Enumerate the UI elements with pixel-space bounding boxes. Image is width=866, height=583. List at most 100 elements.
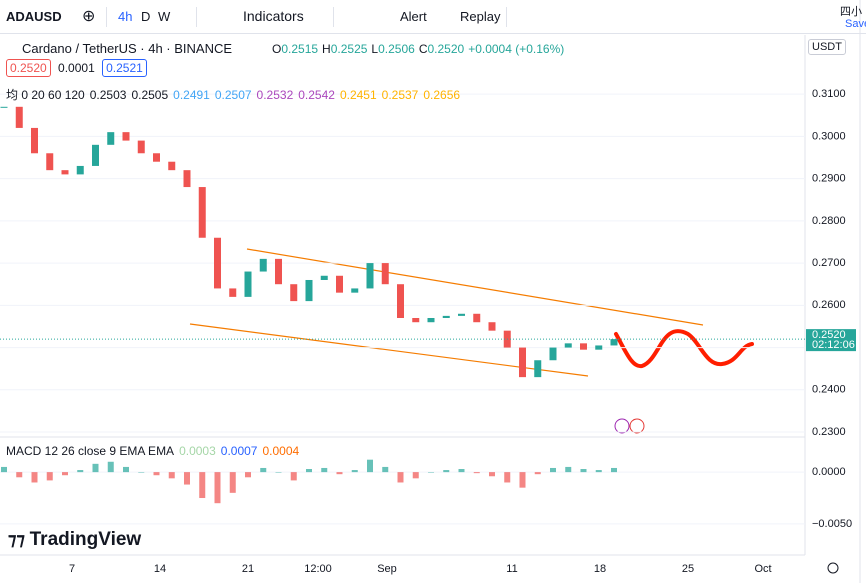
candle <box>534 360 542 378</box>
x-tick-label: 18 <box>594 563 606 575</box>
y-tick-label: 0.2300 <box>812 426 846 438</box>
ma-value: 0.2491 <box>173 88 210 102</box>
candle <box>244 271 252 297</box>
settings-icon[interactable] <box>827 562 839 574</box>
candle <box>366 263 374 289</box>
candle <box>168 161 176 171</box>
interval[interactable]: 4h <box>118 9 133 24</box>
alert[interactable]: Alert <box>400 9 427 24</box>
histogram-bar <box>214 472 221 504</box>
candle <box>412 317 420 323</box>
ma-value: 0.2532 <box>256 88 294 102</box>
y-tick-label: −0.0050 <box>812 518 852 530</box>
change: +0.0004 (+0.16%) <box>468 42 565 56</box>
candle <box>214 237 221 289</box>
histogram-bar <box>550 467 556 473</box>
histogram-bar <box>245 472 251 478</box>
candle <box>397 284 404 318</box>
histogram-bar <box>46 472 53 481</box>
candle <box>61 170 69 175</box>
last-price-label: 0.2520 <box>812 329 846 341</box>
candle <box>0 106 8 108</box>
candle <box>595 345 603 350</box>
trend-line <box>246 248 704 326</box>
ohlc-key: C <box>418 42 428 56</box>
histogram-bar <box>367 459 373 473</box>
candle <box>137 140 145 154</box>
ohlc-key: L <box>371 42 379 56</box>
candle <box>259 258 267 272</box>
freehand-drawing <box>614 329 754 369</box>
ohlc-key: H <box>322 42 331 56</box>
y-tick-label: 0.3100 <box>812 88 846 100</box>
ma-value: 0.2505 <box>131 88 169 102</box>
candle <box>351 288 359 293</box>
histogram-bar <box>428 472 434 473</box>
histogram-bar <box>199 472 206 499</box>
ask: 0.2521 <box>102 59 147 77</box>
histogram-bar <box>611 467 617 473</box>
ma-value: 0.2537 <box>381 88 419 102</box>
histogram-bar <box>351 470 358 473</box>
currency-label[interactable]: USDT <box>808 39 846 55</box>
currency[interactable]: USDT <box>808 39 846 55</box>
candle <box>76 165 84 175</box>
ohlc-value: 0.2506 <box>378 42 415 56</box>
y-tick-label: 0.2900 <box>812 173 846 185</box>
replay[interactable]: Replay <box>460 9 501 24</box>
histogram-bar <box>382 466 389 473</box>
event-icon[interactable] <box>629 418 645 434</box>
x-tick-label: Sep <box>377 563 397 575</box>
candle <box>290 284 298 302</box>
candle <box>427 317 435 323</box>
symbol[interactable]: ADAUSD <box>6 9 62 24</box>
macd-value: 0.0003 <box>179 444 216 458</box>
ohlc: O0.2515 H0.2525 L0.2506 C0.2520 +0.0004 (+0.… <box>272 42 564 56</box>
y-tick-label: 0.0000 <box>812 466 846 478</box>
ma-value: 0.2451 <box>339 88 377 102</box>
x-tick-label: 21 <box>242 563 254 575</box>
interval[interactable]: D <box>141 9 151 24</box>
ma-value: 0.2542 <box>298 88 335 102</box>
logo: ⁊⁊ TradingView <box>8 529 142 550</box>
histogram-bar <box>519 472 526 488</box>
histogram-bar <box>458 469 465 473</box>
x-tick-label: 7 <box>69 563 75 575</box>
event-icon[interactable] <box>614 418 630 434</box>
trend-line <box>189 323 589 377</box>
separator <box>196 7 197 27</box>
y-tick-label: 0.2400 <box>812 384 846 396</box>
candle <box>610 339 618 346</box>
indicators[interactable]: Indicators <box>243 8 304 24</box>
separator <box>333 7 334 27</box>
candle <box>320 275 328 280</box>
quote: 0.2520 0.0001 0.2521 <box>6 59 147 77</box>
layout-name[interactable]: 四小 <box>840 6 862 18</box>
separator <box>106 7 107 27</box>
histogram-bar <box>397 472 404 483</box>
candle <box>275 258 282 285</box>
separator <box>506 7 507 27</box>
histogram-bar <box>275 472 282 473</box>
add-symbol[interactable]: ⊕ <box>82 8 96 25</box>
histogram-bar <box>1 466 7 473</box>
spread: 0.0001 <box>58 61 95 75</box>
macd-legend: MACD 12 26 close 9 EMA EMA 0.0003 0.0007 0.… <box>6 444 299 458</box>
histogram-bar <box>534 472 541 475</box>
ma-title: 均 0 20 60 120 <box>6 88 85 102</box>
x-tick-label: 11 <box>506 563 517 575</box>
x-tick-label: 12:00 <box>304 563 332 575</box>
candle <box>580 343 587 350</box>
histogram-bar <box>138 472 145 473</box>
y-tick-label: 0.2800 <box>812 215 846 227</box>
save[interactable]: Save <box>845 18 866 30</box>
legend-title: Cardano / TetherUS · 4h · BINANCE <box>22 41 233 56</box>
histogram-bar <box>412 472 419 479</box>
histogram-bar <box>92 463 99 473</box>
interval[interactable]: W <box>158 9 171 24</box>
candle <box>519 347 526 378</box>
histogram-bar <box>504 472 511 483</box>
candle <box>15 106 23 128</box>
